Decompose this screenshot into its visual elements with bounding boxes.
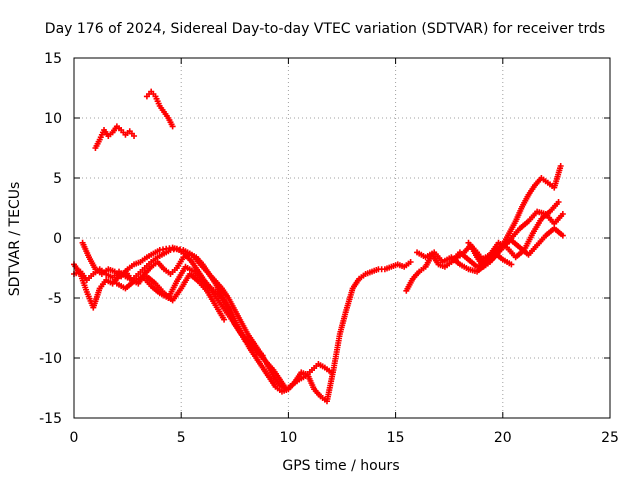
data-point	[557, 163, 564, 169]
data-markers	[71, 88, 566, 405]
y-tick-label: 15	[44, 51, 62, 67]
x-tick-label: 25	[601, 430, 619, 446]
series-arc-7	[143, 88, 176, 130]
data-point	[508, 261, 515, 268]
data-point	[559, 211, 566, 217]
chart-title: Day 176 of 2024, Sidereal Day-to-day VTE…	[45, 21, 605, 37]
data-point	[221, 316, 228, 323]
series-arc-5	[143, 271, 228, 323]
data-point	[259, 352, 266, 359]
series-arc-4	[113, 263, 266, 359]
series-arc-12	[448, 249, 515, 270]
x-tick-label: 20	[494, 430, 512, 446]
x-tick-label: 15	[387, 430, 405, 446]
x-tick-label: 0	[70, 430, 79, 446]
data-point	[559, 232, 566, 239]
axis-ticks: 0 5 10 15 20 25 -15 -10 -5 0 5 10 15	[39, 51, 619, 446]
x-axis-label: GPS time / hours	[282, 458, 399, 474]
y-tick-label: -5	[48, 291, 62, 307]
y-tick-label: 5	[53, 171, 62, 187]
data-point	[169, 123, 176, 130]
x-tick-label: 5	[177, 430, 186, 446]
y-tick-label: -15	[39, 411, 62, 427]
series-arc-6	[92, 123, 138, 151]
data-point	[131, 133, 138, 139]
series-arc-3	[79, 239, 414, 405]
series-arc-11	[478, 199, 562, 263]
y-tick-label: -10	[39, 351, 62, 367]
data-point	[555, 199, 562, 205]
x-tick-label: 10	[279, 430, 297, 446]
y-axis-label: SDTVAR / TECUs	[7, 182, 23, 297]
grid	[74, 58, 610, 418]
y-tick-label: 10	[44, 111, 62, 127]
data-point	[407, 259, 414, 265]
y-tick-label: 0	[53, 231, 62, 247]
